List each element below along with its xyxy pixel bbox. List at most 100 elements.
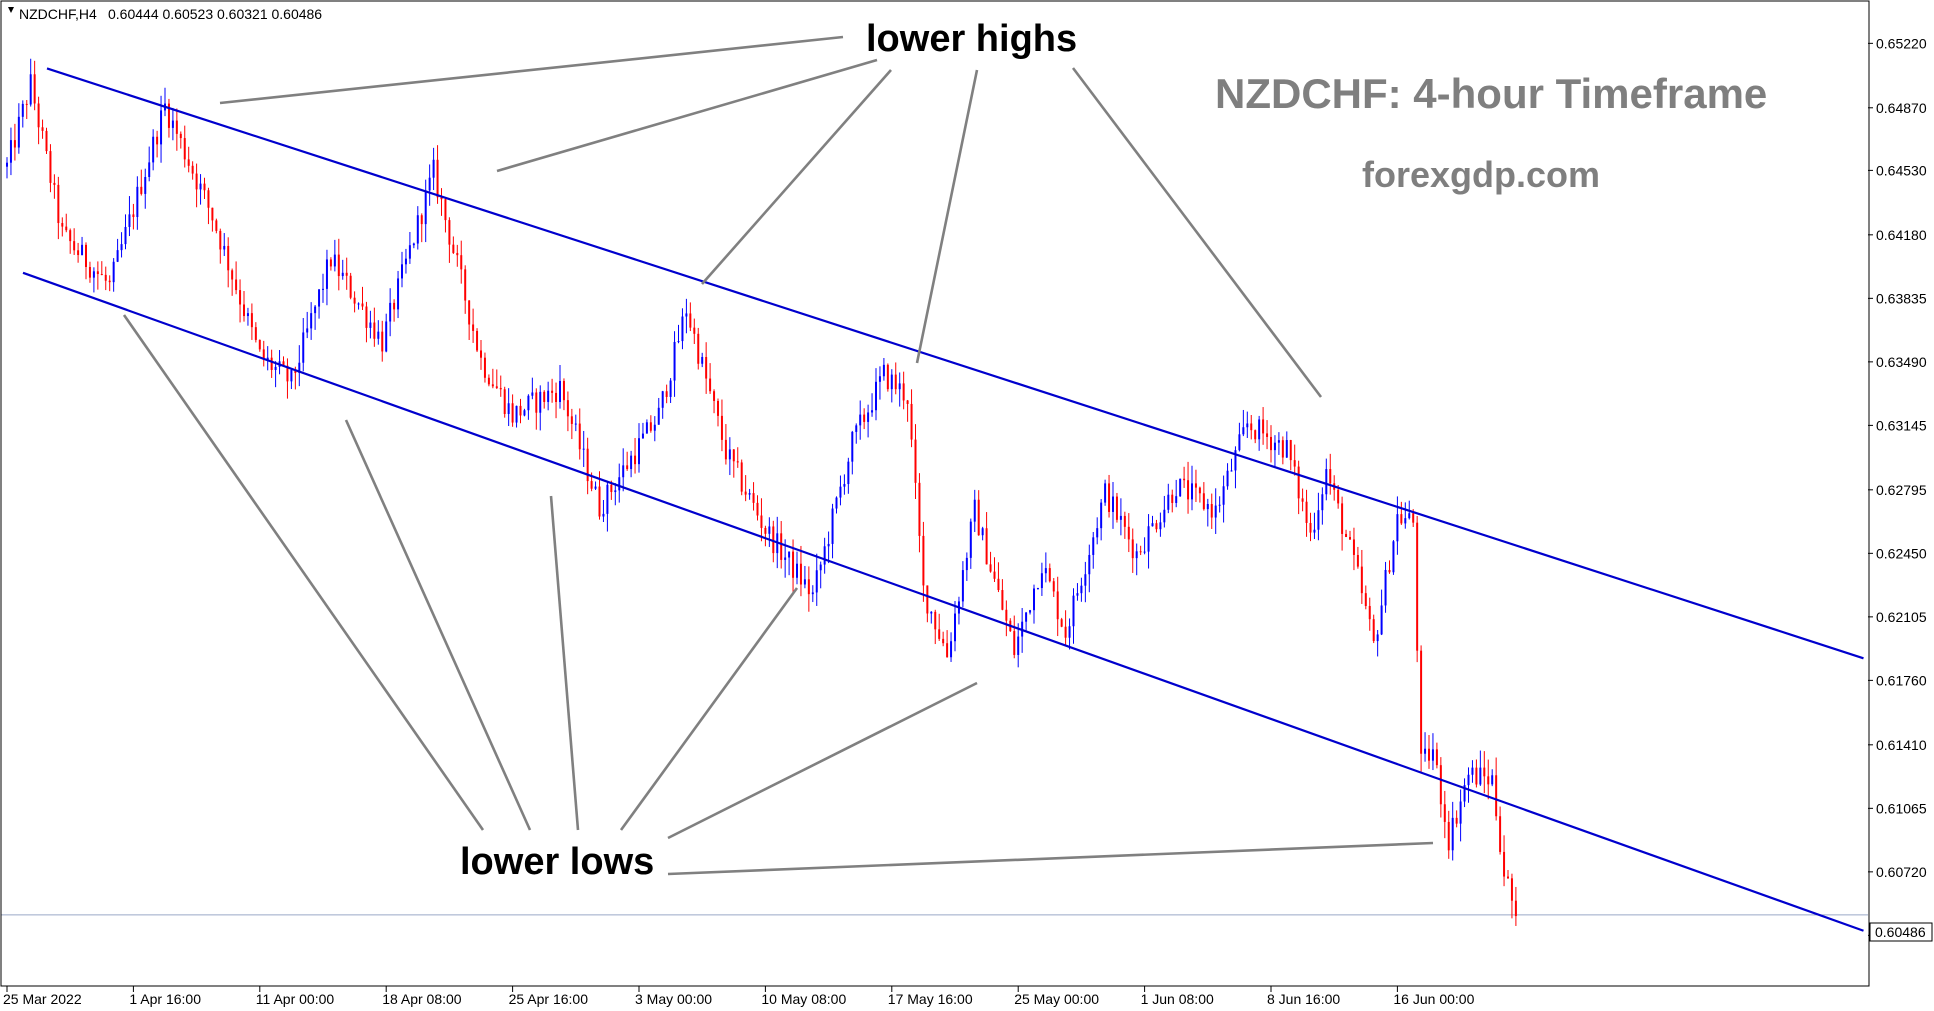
- candle-body: [645, 422, 648, 434]
- candle-body: [1313, 529, 1316, 533]
- candle-body: [1214, 505, 1217, 518]
- y-tick-label: 0.63145: [1876, 417, 1927, 433]
- candle-body: [1171, 494, 1174, 503]
- candle-body: [9, 140, 12, 163]
- y-tick-label: 0.63835: [1876, 290, 1927, 306]
- candle-body: [981, 528, 984, 536]
- candle-body: [132, 214, 135, 218]
- candle-body: [440, 197, 443, 200]
- candle-body: [823, 546, 826, 565]
- candle-body: [1455, 817, 1458, 824]
- candle-body: [1183, 478, 1186, 481]
- candle-body: [1483, 767, 1486, 777]
- candle-body: [152, 136, 155, 163]
- candle-body: [614, 490, 617, 493]
- candle-body: [1112, 496, 1114, 512]
- candle-body: [1420, 650, 1423, 754]
- candle-body: [519, 405, 522, 416]
- candle-body: [389, 302, 392, 322]
- candle-body: [1175, 496, 1178, 503]
- candlesticks: [6, 58, 1517, 926]
- y-tick-label: 0.61410: [1876, 737, 1927, 753]
- candle-body: [886, 364, 889, 390]
- candle-body: [460, 255, 463, 270]
- candle-body: [649, 422, 652, 431]
- candle-body: [1270, 436, 1272, 451]
- x-tick-label: 17 May 16:00: [888, 991, 973, 1007]
- candle-body: [1439, 765, 1442, 805]
- candle-body: [578, 423, 581, 450]
- candle-body: [1238, 434, 1241, 451]
- candle-body: [235, 279, 238, 291]
- candle-body: [325, 259, 328, 289]
- candle-body: [906, 400, 909, 404]
- x-tick-label: 25 May 00:00: [1014, 991, 1099, 1007]
- candle-body: [807, 579, 810, 595]
- candle-body: [444, 199, 447, 221]
- candle-body: [847, 461, 850, 485]
- candle-body: [294, 369, 297, 373]
- candle-body: [1507, 876, 1509, 879]
- candle-body: [306, 328, 309, 333]
- candle-body: [270, 357, 273, 370]
- candle-body: [495, 386, 498, 389]
- candle-body: [950, 641, 953, 658]
- last-price-label: 0.60486: [1875, 924, 1926, 940]
- candle-body: [239, 290, 242, 305]
- candle-body: [1412, 513, 1415, 523]
- candle-body: [634, 455, 637, 465]
- x-tick-label: 3 May 00:00: [635, 991, 712, 1007]
- candle-body: [989, 564, 992, 572]
- candle-body: [736, 461, 739, 463]
- candle-body: [1191, 483, 1193, 500]
- candle-body: [1115, 496, 1118, 520]
- candle-body: [144, 177, 147, 194]
- candle-body: [1206, 504, 1209, 510]
- candle-body: [555, 392, 558, 403]
- candle-body: [815, 570, 818, 593]
- pointer-line: [619, 587, 799, 831]
- candle-body: [290, 369, 293, 382]
- candle-body: [53, 182, 56, 185]
- candle-body: [961, 570, 964, 602]
- candle-body: [1396, 514, 1399, 542]
- candle-body: [199, 183, 202, 190]
- candle-body: [851, 431, 854, 462]
- candle-body: [112, 261, 115, 283]
- candle-body: [207, 190, 210, 208]
- candle-body: [1119, 515, 1122, 520]
- pointer-line: [122, 314, 485, 831]
- candle-body: [784, 557, 787, 560]
- candle-body: [1408, 513, 1411, 519]
- candle-body: [215, 220, 218, 231]
- candle-body: [1127, 526, 1130, 540]
- candle-body: [1277, 440, 1280, 443]
- candle-body: [487, 377, 490, 385]
- candle-body: [938, 629, 941, 639]
- candle-body: [314, 306, 317, 314]
- candle-body: [108, 280, 111, 283]
- candle-body: [420, 215, 423, 225]
- candle-body: [1198, 487, 1201, 494]
- candle-body: [602, 513, 605, 517]
- y-tick-label: 0.61065: [1876, 800, 1927, 816]
- candle-body: [1475, 767, 1478, 785]
- candle-body: [559, 381, 561, 403]
- candle-body: [258, 339, 261, 350]
- candle-body: [412, 243, 415, 246]
- candle-body: [768, 526, 771, 534]
- candle-body: [543, 391, 546, 402]
- candle-body: [393, 302, 396, 310]
- candle-body: [1096, 528, 1099, 538]
- candle-body: [329, 259, 332, 267]
- y-tick-label: 0.62105: [1876, 609, 1927, 625]
- candle-body: [246, 313, 249, 317]
- candle-body: [491, 384, 494, 387]
- candle-body: [1029, 610, 1032, 613]
- candle-body: [1380, 605, 1383, 635]
- candle-body: [685, 313, 688, 317]
- candle-body: [954, 613, 956, 642]
- y-tick-label: 0.64180: [1876, 227, 1927, 243]
- time-axis: 25 Mar 2022 1 Apr 16:00 11 Apr 00:00 18 Apr…: [3, 986, 1475, 1007]
- candle-body: [85, 244, 87, 267]
